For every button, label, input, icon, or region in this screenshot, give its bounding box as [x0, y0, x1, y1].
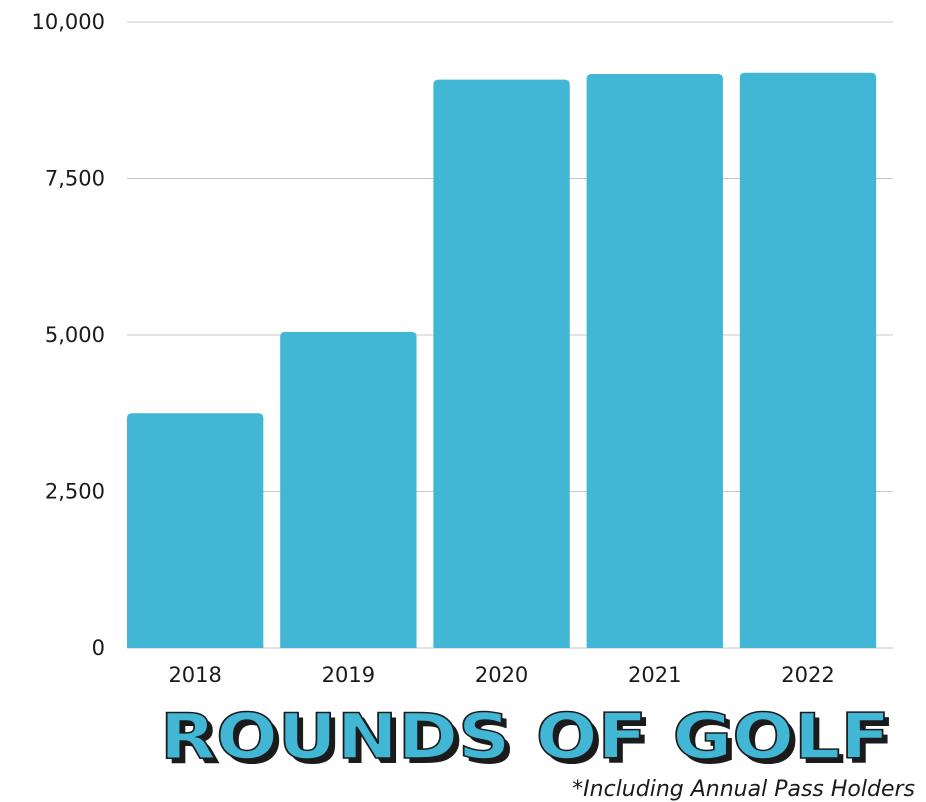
x-tick-label: 2019	[322, 663, 375, 687]
bar-2019	[280, 331, 417, 648]
x-tick-label: 2020	[475, 663, 528, 687]
chart-title-text: ROUNDS OF GOLF	[160, 700, 890, 773]
x-axis-ticks: 2018 2019 2020 2021 2022	[168, 663, 834, 687]
y-tick-label: 7,500	[45, 167, 105, 191]
bar-2021	[586, 73, 723, 648]
y-tick-label: 5,000	[45, 323, 105, 347]
bar-2020	[433, 79, 570, 649]
chart-title: ROUNDS OF GOLF ROUNDS OF GOLF	[159, 699, 895, 778]
x-tick-label: 2021	[628, 663, 681, 687]
bars	[127, 72, 877, 649]
y-tick-label: 2,500	[45, 480, 105, 504]
chart-footnote: *Including Annual Pass Holders	[572, 777, 915, 802]
y-axis-ticks: 0 2,500 5,000 7,500 10,000	[32, 10, 105, 660]
y-tick-label: 0	[92, 636, 105, 660]
x-tick-label: 2018	[168, 663, 221, 687]
chart-title-shadow: ROUNDS OF GOLF	[165, 705, 895, 778]
y-tick-label: 10,000	[32, 10, 105, 34]
x-tick-label: 2022	[781, 663, 834, 687]
bar-2022	[739, 72, 877, 649]
bar-2018	[127, 413, 264, 648]
